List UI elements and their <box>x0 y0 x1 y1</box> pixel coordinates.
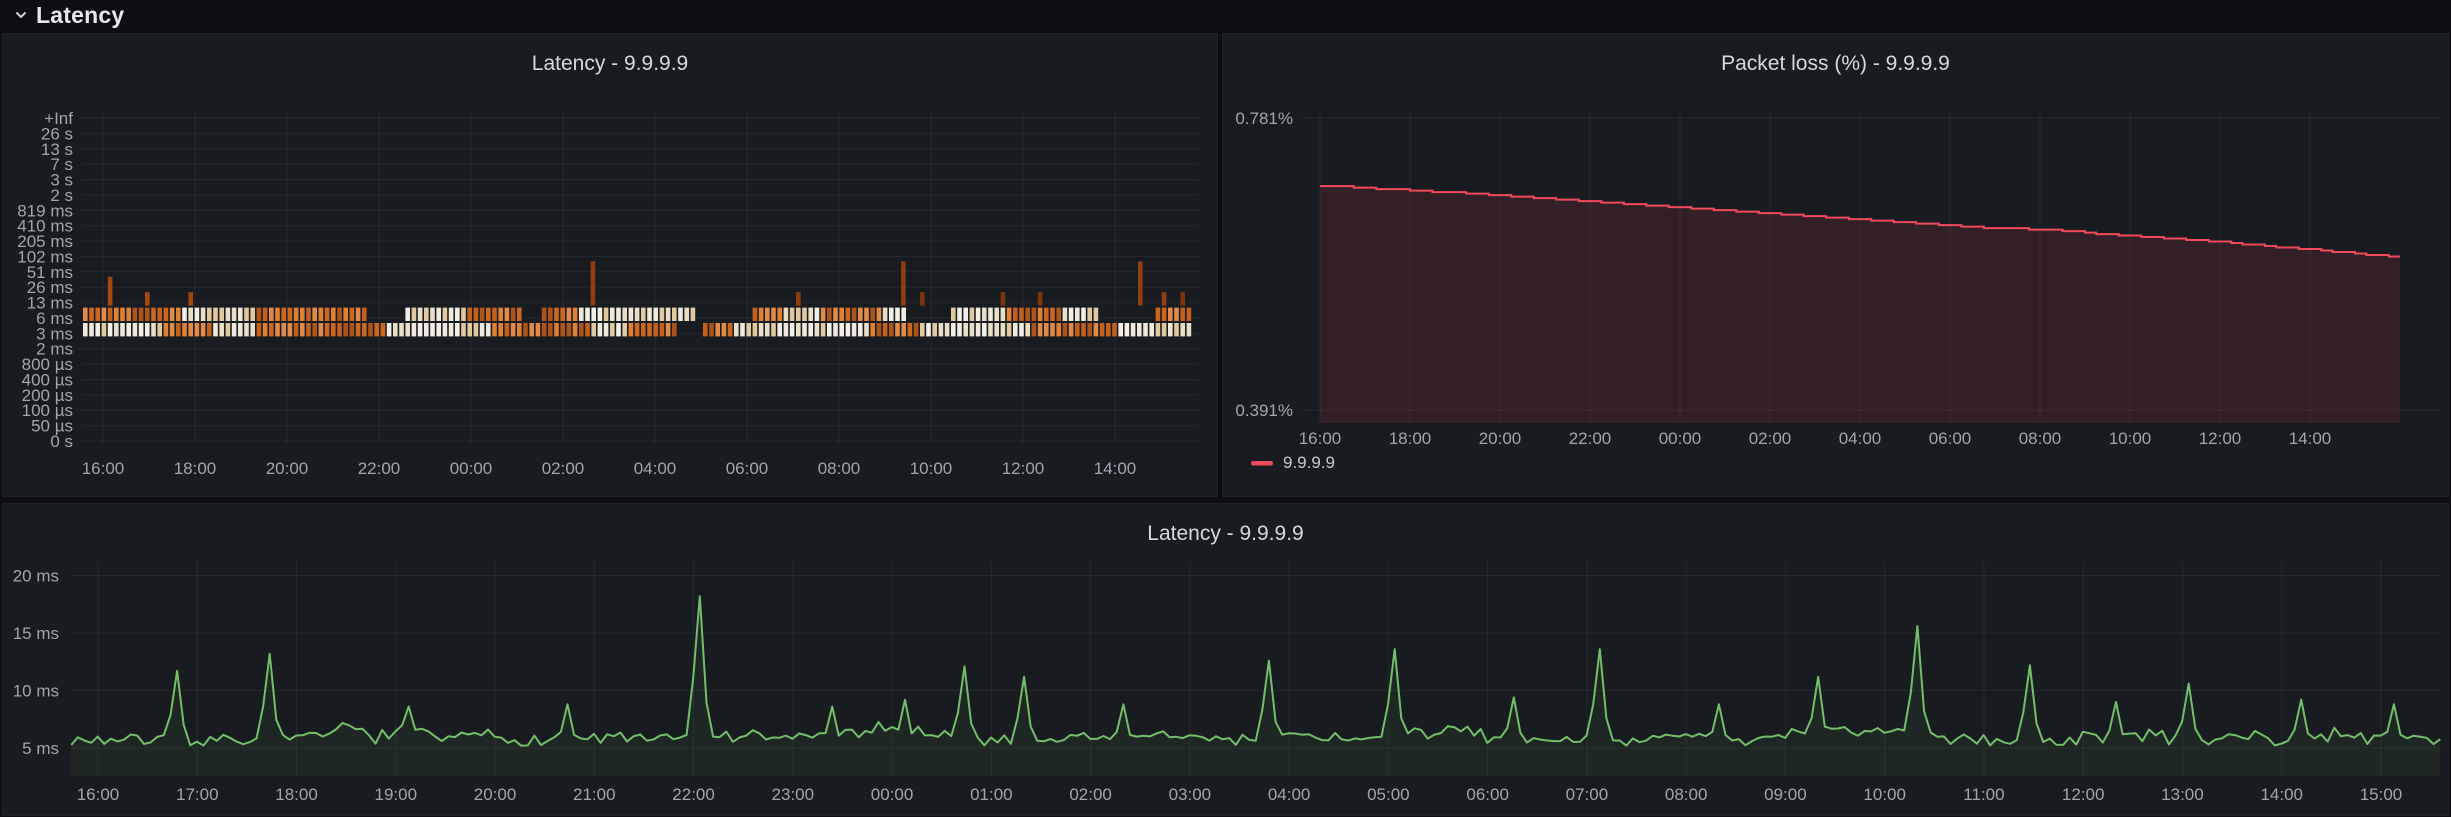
svg-text:26 ms: 26 ms <box>27 278 73 297</box>
svg-text:819 ms: 819 ms <box>17 201 73 220</box>
svg-text:20:00: 20:00 <box>1479 429 1522 448</box>
dashboard-row-header: Latency <box>0 0 2451 30</box>
svg-text:06:00: 06:00 <box>1466 785 1509 804</box>
svg-text:3 ms: 3 ms <box>36 324 73 343</box>
svg-text:400 µs: 400 µs <box>22 370 73 389</box>
panel-packet-loss: Packet loss (%) - 9.9.9.9 16:00 18:00 20:0… <box>1222 33 2449 497</box>
svg-text:205 ms: 205 ms <box>17 232 73 251</box>
panel-title[interactable]: Latency - 9.9.9.9 <box>531 52 689 75</box>
svg-text:9.9.9.9: 9.9.9.9 <box>1283 453 1335 472</box>
svg-text:10:00: 10:00 <box>2109 429 2152 448</box>
svg-text:14:00: 14:00 <box>2289 429 2332 448</box>
legend-item[interactable]: 9.9.9.9 <box>1251 453 1335 472</box>
svg-text:7 s: 7 s <box>50 155 73 174</box>
svg-text:6 ms: 6 ms <box>36 309 73 328</box>
svg-text:13 s: 13 s <box>41 140 73 159</box>
svg-text:04:00: 04:00 <box>1268 785 1311 804</box>
svg-text:0.391%: 0.391% <box>1235 401 1293 420</box>
svg-text:13 ms: 13 ms <box>27 294 73 313</box>
svg-text:50 µs: 50 µs <box>31 417 73 436</box>
svg-text:09:00: 09:00 <box>1764 785 1807 804</box>
svg-text:20:00: 20:00 <box>266 459 309 478</box>
svg-text:16:00: 16:00 <box>77 785 120 804</box>
svg-text:3 s: 3 s <box>50 171 73 190</box>
svg-text:12:00: 12:00 <box>2199 429 2242 448</box>
svg-text:18:00: 18:00 <box>1389 429 1432 448</box>
panel-title[interactable]: Packet loss (%) - 9.9.9.9 <box>1721 52 1950 75</box>
svg-text:410 ms: 410 ms <box>17 217 73 236</box>
svg-text:22:00: 22:00 <box>358 459 401 478</box>
svg-text:02:00: 02:00 <box>1749 429 1792 448</box>
svg-text:06:00: 06:00 <box>726 459 769 478</box>
svg-text:+Inf: +Inf <box>44 109 73 128</box>
svg-text:102 ms: 102 ms <box>17 247 73 266</box>
svg-text:16:00: 16:00 <box>1299 429 1342 448</box>
svg-text:14:00: 14:00 <box>1094 459 1137 478</box>
svg-text:0 s: 0 s <box>50 432 73 451</box>
svg-text:18:00: 18:00 <box>174 459 217 478</box>
svg-text:2 ms: 2 ms <box>36 340 73 359</box>
svg-text:08:00: 08:00 <box>818 459 861 478</box>
svg-text:12:00: 12:00 <box>2062 785 2105 804</box>
svg-text:23:00: 23:00 <box>772 785 815 804</box>
svg-text:21:00: 21:00 <box>573 785 616 804</box>
svg-text:04:00: 04:00 <box>634 459 677 478</box>
svg-text:20 ms: 20 ms <box>13 567 59 586</box>
svg-text:02:00: 02:00 <box>1069 785 1112 804</box>
svg-text:19:00: 19:00 <box>375 785 418 804</box>
svg-text:2 s: 2 s <box>50 186 73 205</box>
svg-text:800 µs: 800 µs <box>22 355 73 374</box>
svg-text:00:00: 00:00 <box>1659 429 1702 448</box>
svg-text:08:00: 08:00 <box>1665 785 1708 804</box>
svg-text:10:00: 10:00 <box>910 459 953 478</box>
svg-text:04:00: 04:00 <box>1839 429 1882 448</box>
svg-text:18:00: 18:00 <box>275 785 318 804</box>
svg-text:12:00: 12:00 <box>1002 459 1045 478</box>
panel-latency-line: Latency - 9.9.9.9 5 ms 10 ms 15 ms 20 ms 16:… <box>2 503 2449 816</box>
svg-text:00:00: 00:00 <box>450 459 493 478</box>
svg-text:07:00: 07:00 <box>1566 785 1609 804</box>
svg-text:22:00: 22:00 <box>672 785 715 804</box>
svg-text:16:00: 16:00 <box>82 459 125 478</box>
svg-text:100 µs: 100 µs <box>22 401 73 420</box>
svg-text:02:00: 02:00 <box>542 459 585 478</box>
latency-line-chart-canvas[interactable]: 5 ms 10 ms 15 ms 20 ms 16:00 17:00 18:00 19:00 2… <box>3 504 2450 817</box>
svg-text:26 s: 26 s <box>41 124 73 143</box>
svg-text:06:00: 06:00 <box>1929 429 1972 448</box>
svg-text:51 ms: 51 ms <box>27 263 73 282</box>
svg-text:200 µs: 200 µs <box>22 386 73 405</box>
svg-text:17:00: 17:00 <box>176 785 219 804</box>
svg-text:15 ms: 15 ms <box>13 624 59 643</box>
svg-text:01:00: 01:00 <box>970 785 1013 804</box>
svg-text:10:00: 10:00 <box>1863 785 1906 804</box>
svg-text:08:00: 08:00 <box>2019 429 2062 448</box>
svg-text:15:00: 15:00 <box>2360 785 2403 804</box>
row-title[interactable]: Latency <box>36 1 125 28</box>
packet-loss-chart-canvas[interactable]: 16:00 18:00 20:00 22:00 00:00 02:00 04:00 06:00… <box>1223 34 2450 498</box>
svg-text:5 ms: 5 ms <box>22 739 59 758</box>
svg-text:11:00: 11:00 <box>1963 785 2004 804</box>
svg-text:03:00: 03:00 <box>1169 785 1212 804</box>
svg-text:22:00: 22:00 <box>1569 429 1612 448</box>
svg-text:13:00: 13:00 <box>2161 785 2204 804</box>
svg-text:20:00: 20:00 <box>474 785 517 804</box>
panel-title[interactable]: Latency - 9.9.9.9 <box>1147 522 1304 545</box>
svg-text:10 ms: 10 ms <box>13 682 59 701</box>
svg-text:00:00: 00:00 <box>871 785 914 804</box>
chevron-down-icon[interactable] <box>12 6 30 24</box>
svg-text:0.781%: 0.781% <box>1235 109 1293 128</box>
svg-text:05:00: 05:00 <box>1367 785 1410 804</box>
svg-text:14:00: 14:00 <box>2260 785 2303 804</box>
